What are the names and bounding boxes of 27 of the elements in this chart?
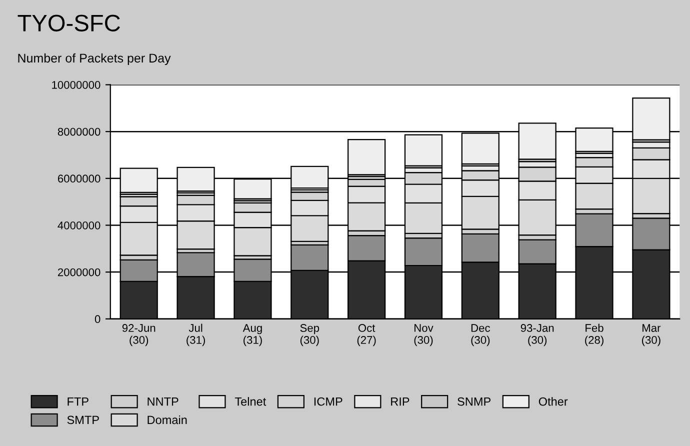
legend-label: SMTP [67,416,99,424]
x-tick-label: Jul (31) [186,324,205,346]
legend-label: FTP [68,397,88,406]
x-tick-label: Sep (30) [300,324,320,346]
legend-label: SNMP [458,397,490,406]
y-tick-label: 8000000 [58,128,100,136]
y-tick-label: 0 [94,315,100,324]
y-tick-label: 2000000 [58,268,100,276]
legend-label: NNTP [148,397,178,406]
y-tick-label: 10000000 [52,81,100,89]
legend-label: RIP [391,397,410,406]
x-tick-label: Aug (31) [242,324,262,346]
legend-label: ICMP [314,397,342,406]
x-tick-label: Nov (30) [414,324,434,346]
x-tick-label: Feb (28) [585,324,604,346]
x-tick-label: Dec (30) [471,324,490,346]
chart-subtitle: Number of Packets per Day [18,53,171,66]
legend-label: Telnet [234,397,266,406]
x-tick-label: Mar (30) [642,324,661,346]
x-tick-label: 92-Jun (30) [122,324,156,346]
y-tick-label: 4000000 [58,221,100,230]
x-tick-label: Oct (27) [357,324,376,346]
y-tick-label: 6000000 [58,174,100,183]
chart-title: TYO-SFC [18,14,120,32]
legend-label: Domain [148,415,187,424]
x-tick-label: 93-Jan (30) [520,324,554,346]
legend-label: Other [538,397,568,406]
